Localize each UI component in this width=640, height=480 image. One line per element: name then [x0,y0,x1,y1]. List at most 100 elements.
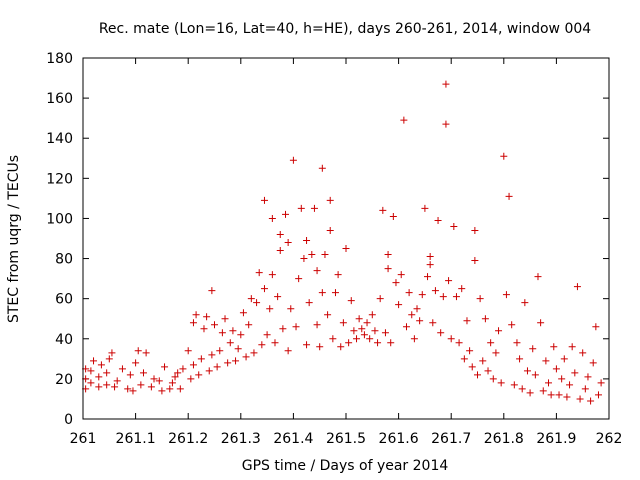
data-point [502,291,510,299]
data-point [568,343,576,351]
data-point [305,299,313,307]
data-point [137,381,145,389]
data-point [271,339,279,347]
data-point [594,391,602,399]
data-point [253,299,261,307]
data-point [303,237,311,245]
data-point [597,379,605,387]
data-point [471,226,479,234]
data-point [258,341,266,349]
y-tick-label: 120 [46,171,73,187]
data-point [474,371,481,379]
data-point [239,309,247,317]
data-point [308,251,316,259]
data-point [321,251,329,259]
y-tick-label: 20 [55,372,73,388]
data-point [550,343,558,351]
data-point [384,251,392,259]
data-point [405,289,413,297]
data-point [347,297,355,305]
data-point [158,387,166,395]
data-point [318,289,326,297]
data-point [581,385,589,393]
data-point [168,379,176,387]
data-point [489,375,497,383]
data-point [279,325,287,333]
data-point [547,391,555,399]
data-point [184,347,192,355]
data-point [408,311,416,319]
x-axis-label: GPS time / Days of year 2014 [242,458,449,474]
y-tick-label: 180 [46,51,73,67]
data-point [189,319,197,327]
data-point [505,192,513,200]
data-point [542,357,550,365]
data-point [118,365,126,373]
data-point [355,315,363,323]
data-point [318,164,326,172]
data-point [316,343,324,351]
data-point [455,339,463,347]
data-point [384,265,392,273]
data-point [174,369,182,377]
data-point [418,291,426,299]
data-point [537,319,545,327]
data-point [87,367,95,375]
data-point [171,373,179,381]
data-point [150,375,158,383]
data-point [284,347,292,355]
data-point [326,196,334,204]
data-point [363,319,371,327]
data-point [334,271,342,279]
data-point [300,255,308,263]
data-point [226,339,234,347]
data-point [287,305,295,313]
data-point [192,311,200,319]
data-point [360,331,368,339]
data-point [395,301,403,309]
data-point [289,156,297,164]
data-point [211,321,218,329]
data-point [376,295,384,303]
data-point [142,349,150,357]
data-point [313,267,321,275]
data-point [481,315,489,323]
data-point [531,371,539,379]
data-point [571,369,579,377]
data-point [195,371,203,379]
data-point [200,325,208,333]
x-tick-label: 261.8 [484,431,524,447]
x-tick-label: 261.4 [273,431,313,447]
data-point [452,293,460,301]
data-point [439,293,447,301]
data-point [105,355,113,363]
data-point [374,339,382,347]
data-point [563,393,571,401]
data-point [155,377,163,385]
data-point [187,375,195,383]
data-point [274,293,282,301]
data-point [166,385,174,393]
data-point [147,383,155,391]
data-point [576,395,584,403]
data-point [232,357,240,365]
plot-frame [82,57,610,420]
data-point [208,351,216,359]
data-point [213,363,221,371]
data-point [139,369,147,377]
data-point [329,335,337,343]
data-point [276,230,284,238]
data-point [429,319,437,327]
data-point [434,216,442,224]
data-point [463,317,471,325]
data-point [224,359,232,367]
data-point [402,323,410,331]
chart-title: Rec. mate (Lon=16, Lat=40, h=HE), days 2… [99,21,591,37]
data-points [82,80,605,405]
data-point [292,323,300,331]
data-point [426,261,434,269]
data-point [216,347,224,355]
data-point [458,285,466,293]
data-point [587,397,595,405]
